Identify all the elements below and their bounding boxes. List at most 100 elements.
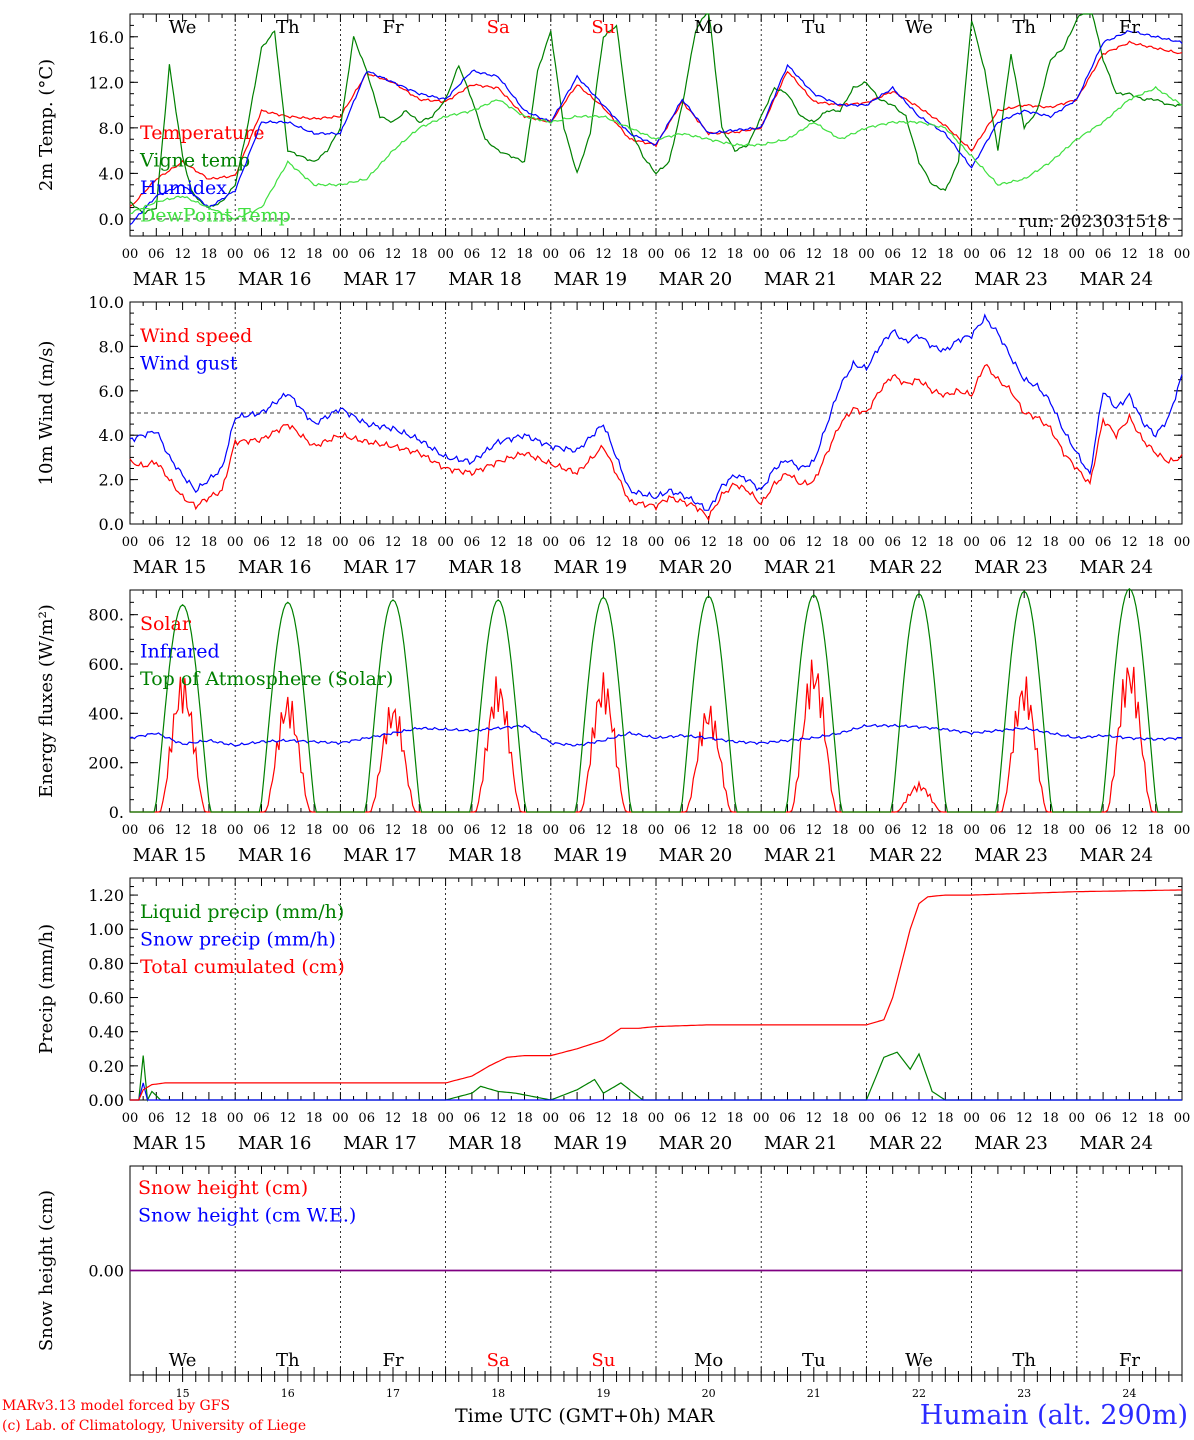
series-line	[129, 313, 1183, 511]
hour-label: 00	[648, 1111, 665, 1126]
day-number: 21	[807, 1387, 821, 1400]
hour-label: 12	[911, 823, 928, 838]
date-label: MAR 24	[1079, 845, 1153, 866]
date-label: MAR 21	[764, 269, 838, 290]
weekday-label: We	[905, 17, 933, 38]
hour-label: 06	[779, 1111, 796, 1126]
legend-entry: Liquid precip (mm/h)	[140, 901, 344, 923]
series-line	[129, 85, 1183, 220]
y-tick-label: 0.60	[88, 989, 124, 1008]
hour-label: 00	[858, 247, 875, 262]
legend-entry: Infrared	[140, 641, 220, 663]
hour-label: 18	[727, 1111, 744, 1126]
hour-label: 06	[990, 535, 1007, 550]
y-axis-title: Precip (mm/h)	[36, 924, 57, 1054]
hour-label: 12	[1121, 535, 1138, 550]
weekday-label: Th	[1012, 1350, 1036, 1371]
y-tick-label: 2.0	[99, 471, 124, 490]
day-number: 22	[912, 1387, 926, 1400]
y-tick-label: 16.0	[88, 28, 124, 47]
hour-label: 00	[1174, 247, 1191, 262]
hour-label: 06	[253, 823, 270, 838]
hour-label: 06	[674, 823, 691, 838]
x-axis-title-text: Time UTC (GMT+0h)	[455, 1405, 661, 1427]
hour-label: 06	[464, 823, 481, 838]
date-label: MAR 16	[238, 557, 312, 578]
date-label: MAR 19	[553, 1133, 627, 1154]
y-tick-label: 0.0	[99, 515, 124, 534]
hour-label: 00	[648, 823, 665, 838]
hour-label: 00	[437, 823, 454, 838]
y-tick-label: 0.40	[88, 1023, 124, 1042]
hour-label: 06	[464, 247, 481, 262]
credit-lab: (c) Lab. of Climatology, University of L…	[2, 1418, 307, 1434]
hour-label: 06	[253, 535, 270, 550]
hour-label: 12	[700, 247, 717, 262]
hour-label: 06	[1095, 823, 1112, 838]
hour-label: 18	[516, 1111, 533, 1126]
hour-label: 00	[227, 823, 244, 838]
legend-entry: Wind gust	[140, 353, 238, 375]
date-label: MAR 20	[659, 557, 733, 578]
date-label: MAR 21	[764, 557, 838, 578]
hour-label: 06	[674, 1111, 691, 1126]
date-label: MAR 18	[448, 269, 522, 290]
day-number: 24	[1122, 1387, 1136, 1400]
hour-label: 00	[648, 247, 665, 262]
hour-label: 00	[332, 1111, 349, 1126]
hour-label: 18	[937, 1111, 954, 1126]
weekday-label: Tu	[802, 1350, 826, 1371]
date-label: MAR 15	[133, 845, 207, 866]
hour-label: 06	[884, 247, 901, 262]
hour-label: 18	[306, 247, 323, 262]
hour-label: 00	[332, 823, 349, 838]
day-number: 15	[176, 1387, 190, 1400]
date-label: MAR 17	[343, 557, 417, 578]
date-label: MAR 20	[659, 269, 733, 290]
series-line	[129, 13, 1183, 215]
hour-label: 12	[806, 535, 823, 550]
hour-label: 00	[858, 535, 875, 550]
hour-label: 12	[1016, 1111, 1033, 1126]
date-label: MAR 23	[974, 557, 1048, 578]
hour-label: 06	[358, 823, 375, 838]
hour-label: 12	[280, 823, 297, 838]
series-line	[130, 587, 1182, 813]
hour-label: 18	[306, 823, 323, 838]
hour-label: 00	[858, 823, 875, 838]
date-label: MAR 15	[133, 269, 207, 290]
hour-label: 06	[148, 247, 165, 262]
hour-label: 12	[174, 535, 191, 550]
weekday-label: Fr	[382, 17, 403, 38]
hour-label: 00	[122, 823, 139, 838]
hour-label: 18	[411, 1111, 428, 1126]
credit-model: MARv3.13 model forced by GFS	[2, 1398, 231, 1414]
hour-label: 18	[1042, 823, 1059, 838]
date-label: MAR 16	[238, 269, 312, 290]
hour-label: 00	[332, 535, 349, 550]
y-tick-label: 1.00	[88, 920, 124, 939]
series-line	[129, 40, 1183, 207]
hour-label: 06	[674, 247, 691, 262]
legend-entry: DewPoint Temp	[140, 205, 291, 227]
hour-label: 12	[911, 535, 928, 550]
hour-label: 18	[832, 823, 849, 838]
y-tick-label: 8.0	[99, 337, 124, 356]
hour-label: 18	[411, 823, 428, 838]
run-label: run: 2023031518	[1019, 212, 1168, 232]
hour-label: 12	[174, 1111, 191, 1126]
date-label: MAR 24	[1079, 1133, 1153, 1154]
hour-label: 06	[358, 1111, 375, 1126]
station-name: Humain (alt. 290m)	[919, 1400, 1188, 1431]
hour-label: 18	[1147, 535, 1164, 550]
hour-label: 06	[674, 535, 691, 550]
hour-label: 18	[1147, 1111, 1164, 1126]
y-tick-label: 6.0	[99, 382, 124, 401]
hour-label: 18	[727, 823, 744, 838]
weekday-label: Mo	[694, 1350, 723, 1371]
y-tick-label: 8.0	[99, 119, 124, 138]
day-number: 20	[702, 1387, 716, 1400]
series-line	[130, 889, 1182, 1101]
hour-label: 06	[990, 1111, 1007, 1126]
